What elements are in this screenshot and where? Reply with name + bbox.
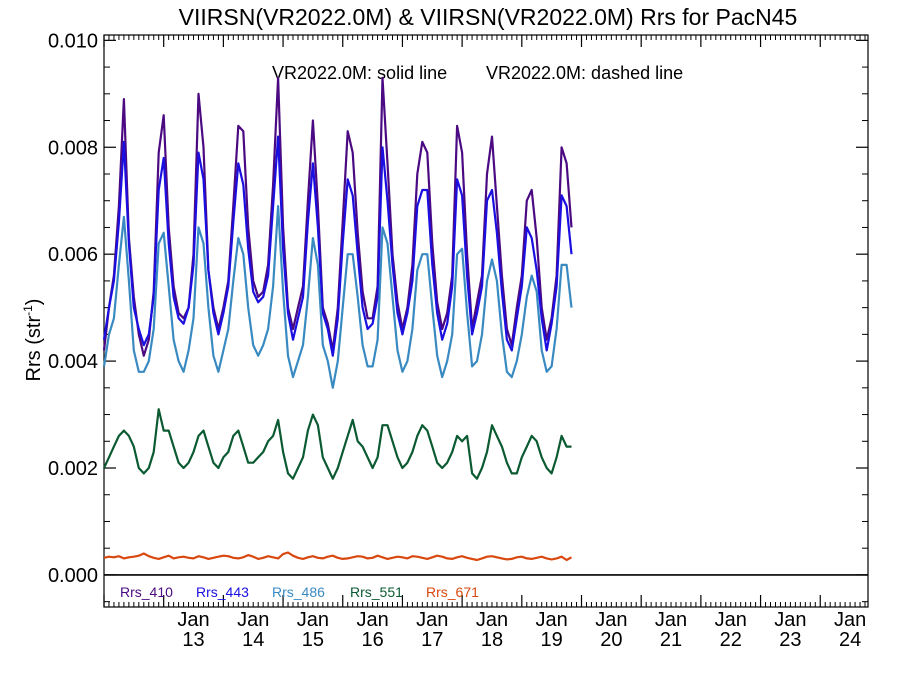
x-tick-label-month: Jan <box>536 609 568 631</box>
x-tick-label-month: Jan <box>416 609 448 631</box>
legend-entry-rrs-551: Rrs_551 <box>350 584 403 600</box>
y-tick-label: 0.008 <box>48 137 98 159</box>
x-tick-label-month: Jan <box>595 609 627 631</box>
legend-entry-rrs-410: Rrs_410 <box>120 584 173 600</box>
x-tick-label-year: 16 <box>361 629 383 651</box>
legend-entry-rrs-671: Rrs_671 <box>426 584 479 600</box>
legend-entry-rrs-486: Rrs_486 <box>272 584 325 600</box>
x-tick-label-month: Jan <box>237 609 269 631</box>
series-line-rrs-551 <box>103 408 572 480</box>
y-tick-label: 0.004 <box>48 351 98 373</box>
y-tick-label: 0.010 <box>48 30 98 52</box>
x-tick-label-year: 18 <box>481 629 503 651</box>
legend: Rrs_410 Rrs_443 Rrs_486 Rrs_551 Rrs_671 <box>120 584 479 600</box>
x-tick-label-year: 17 <box>421 629 443 651</box>
annotation-solid-line: VR2022.0M: solid line <box>272 63 447 83</box>
annotation-dashed-line: VR2022.0M: dashed line <box>486 63 683 83</box>
x-tick-label-month: Jan <box>476 609 508 631</box>
plot-border <box>103 34 869 608</box>
legend-entry-rrs-443: Rrs_443 <box>196 584 249 600</box>
y-axis: 0.000 0.002 0.004 0.006 0.008 0.010 <box>48 30 868 603</box>
x-tick-label-year: 23 <box>779 629 801 651</box>
x-tick-label-year: 22 <box>720 629 742 651</box>
chart-title: VIIRSN(VR2022.0M) & VIIRSN(VR2022.0M) Rr… <box>179 4 798 30</box>
series-line-rrs-443 <box>102 135 573 357</box>
x-tick-label-month: Jan <box>774 609 806 631</box>
y-axis-label-close: ) <box>23 299 45 306</box>
x-axis: Jan13Jan14Jan15Jan16Jan17Jan18Jan19Jan20… <box>103 35 866 651</box>
y-axis-label-superscript: -1 <box>21 305 35 316</box>
x-tick-label-month: Jan <box>177 609 209 631</box>
x-tick-label-year: 20 <box>600 629 622 651</box>
x-tick-label-month: Jan <box>834 609 866 631</box>
y-tick-label: 0.006 <box>48 244 98 266</box>
x-tick-label-year: 21 <box>660 629 682 651</box>
x-tick-label-month: Jan <box>297 609 329 631</box>
series-lines <box>102 76 573 562</box>
y-axis-label: Rrs (str-1) <box>21 299 45 382</box>
y-tick-label: 0.002 <box>48 458 98 480</box>
x-tick-label-year: 15 <box>302 629 324 651</box>
x-tick-label-year: 24 <box>839 629 861 651</box>
x-tick-label-month: Jan <box>356 609 388 631</box>
x-tick-label-month: Jan <box>655 609 687 631</box>
x-tick-label-year: 14 <box>242 629 264 651</box>
y-axis-label-main: Rrs (str <box>23 316 45 382</box>
series-line-rrs-671 <box>103 551 573 562</box>
x-tick-label-year: 19 <box>541 629 563 651</box>
x-tick-label-year: 13 <box>182 629 204 651</box>
y-tick-label: 0.000 <box>48 565 98 587</box>
x-tick-label-month: Jan <box>715 609 747 631</box>
plot-frame <box>103 34 869 608</box>
series-line-rrs-486 <box>102 205 573 389</box>
